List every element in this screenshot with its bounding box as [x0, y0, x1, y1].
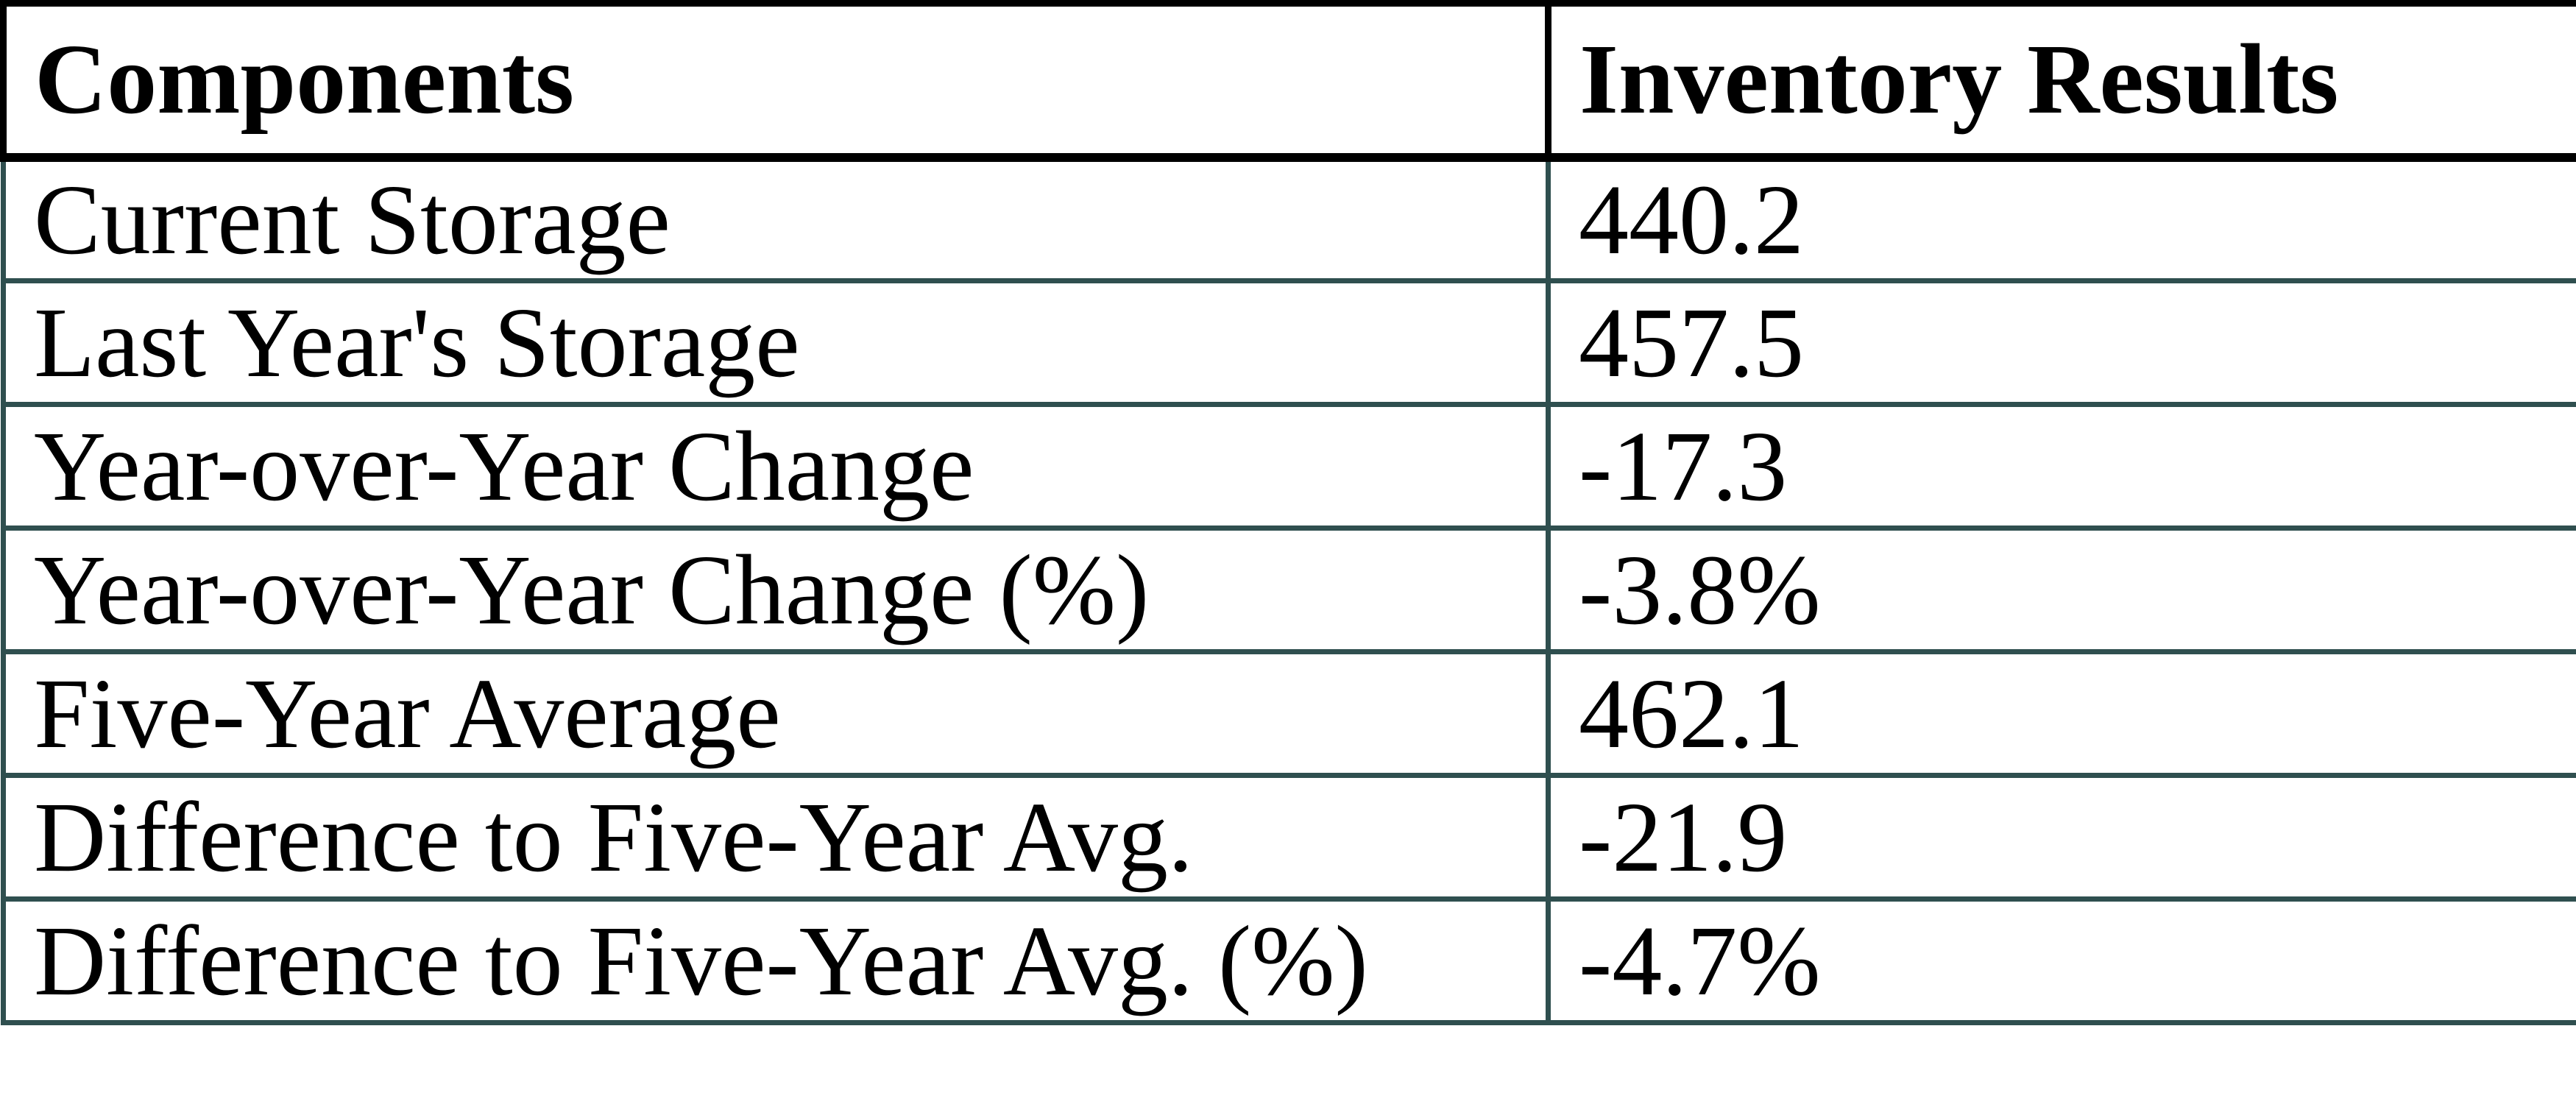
component-cell: Difference to Five-Year Avg. (%)	[1, 896, 1551, 1025]
component-cell: Five-Year Average	[1, 649, 1551, 778]
value-cell: 462.1	[1546, 649, 2576, 778]
component-cell: Difference to Five-Year Avg.	[1, 773, 1551, 902]
table-body: Current Storage 440.2 Last Year's Storage 4…	[1, 155, 2576, 1025]
table-row: Difference to Five-Year Avg. (%) -4.7%	[1, 896, 2576, 1025]
value-cell: -3.8%	[1546, 526, 2576, 654]
value-cell: -21.9	[1546, 773, 2576, 902]
header-row: Components Inventory Results	[0, 0, 2576, 162]
inventory-results-table: Components Inventory Results Current Sto…	[0, 0, 2576, 1025]
table-row: Difference to Five-Year Avg. -21.9	[1, 773, 2576, 902]
table-row: Current Storage 440.2	[1, 155, 2576, 283]
table-row: Year-over-Year Change -17.3	[1, 402, 2576, 531]
table-row: Five-Year Average 462.1	[1, 649, 2576, 778]
table-header: Components Inventory Results	[0, 0, 2576, 162]
component-cell: Year-over-Year Change (%)	[1, 526, 1551, 654]
value-cell: 440.2	[1546, 155, 2576, 283]
table-row: Year-over-Year Change (%) -3.8%	[1, 526, 2576, 654]
component-cell: Year-over-Year Change	[1, 402, 1551, 531]
value-cell: -4.7%	[1546, 896, 2576, 1025]
value-cell: 457.5	[1546, 278, 2576, 407]
table-row: Last Year's Storage 457.5	[1, 278, 2576, 407]
column-header-components: Components	[0, 0, 1551, 162]
component-cell: Last Year's Storage	[1, 278, 1551, 407]
component-cell: Current Storage	[1, 155, 1551, 283]
value-cell: -17.3	[1546, 402, 2576, 531]
column-header-inventory-results: Inventory Results	[1545, 0, 2576, 162]
